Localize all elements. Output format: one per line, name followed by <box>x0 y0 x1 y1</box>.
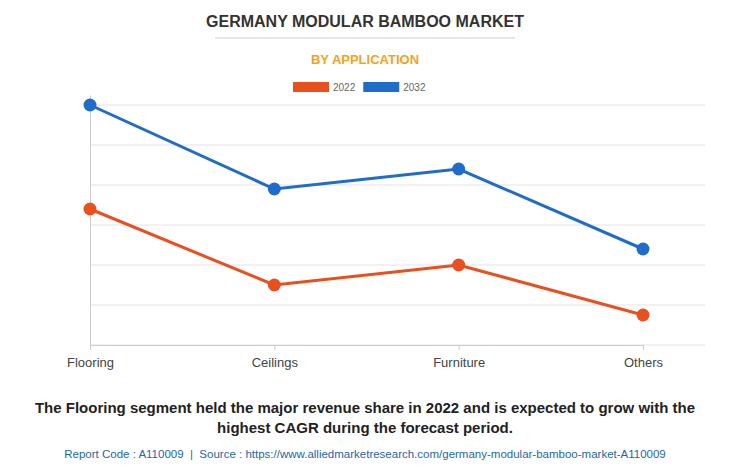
series-point <box>452 259 465 272</box>
y-axis <box>90 96 92 346</box>
grid-line <box>90 225 705 226</box>
subtitle: BY APPLICATION <box>311 52 419 67</box>
x-axis-line <box>91 346 644 351</box>
series-line <box>90 105 643 249</box>
x-tick-label: Others <box>624 355 664 370</box>
series-point <box>637 309 650 322</box>
grid-line <box>90 105 705 106</box>
chart: GERMANY MODULAR BAMBOO MARKET BY APPLICAT… <box>0 0 730 473</box>
x-tick-label: Furniture <box>433 355 485 370</box>
footer: Report Code : A110009 | Source : https:/… <box>64 448 666 460</box>
legend: 2022 2032 <box>293 82 426 93</box>
series-line <box>90 209 643 315</box>
x-tick-mark <box>459 345 460 350</box>
series-point <box>268 183 281 196</box>
x-tick-mark <box>643 345 644 350</box>
plot-area <box>84 99 650 322</box>
y-axis-line <box>90 96 91 346</box>
x-tick: Furniture <box>433 345 485 370</box>
caption: The Flooring segment held the major reve… <box>35 399 695 416</box>
caption: highest CAGR during the forecast period. <box>217 419 513 436</box>
x-tick-label: Flooring <box>67 355 114 370</box>
series-point <box>637 243 650 256</box>
series-point <box>84 203 97 216</box>
x-tick-mark <box>274 345 275 350</box>
legend-label: 2032 <box>403 82 426 93</box>
grid-line <box>90 185 705 186</box>
x-axis: Flooring Ceilings Furniture Others <box>67 345 663 370</box>
legend-swatch <box>293 82 329 92</box>
grid <box>90 105 705 345</box>
x-tick-label: Ceilings <box>252 355 299 370</box>
grid-line <box>90 265 705 266</box>
legend-swatch <box>363 82 399 92</box>
x-tick: Flooring <box>67 345 114 370</box>
title-rule <box>215 38 515 39</box>
x-tick: Ceilings <box>252 345 299 370</box>
legend-label: 2022 <box>333 82 356 93</box>
title: GERMANY MODULAR BAMBOO MARKET <box>206 13 524 30</box>
x-tick: Others <box>624 345 664 370</box>
series-point <box>268 279 281 292</box>
x-tick-mark <box>90 345 91 350</box>
series-point <box>84 99 97 112</box>
series-point <box>452 163 465 176</box>
grid-line <box>90 145 705 146</box>
